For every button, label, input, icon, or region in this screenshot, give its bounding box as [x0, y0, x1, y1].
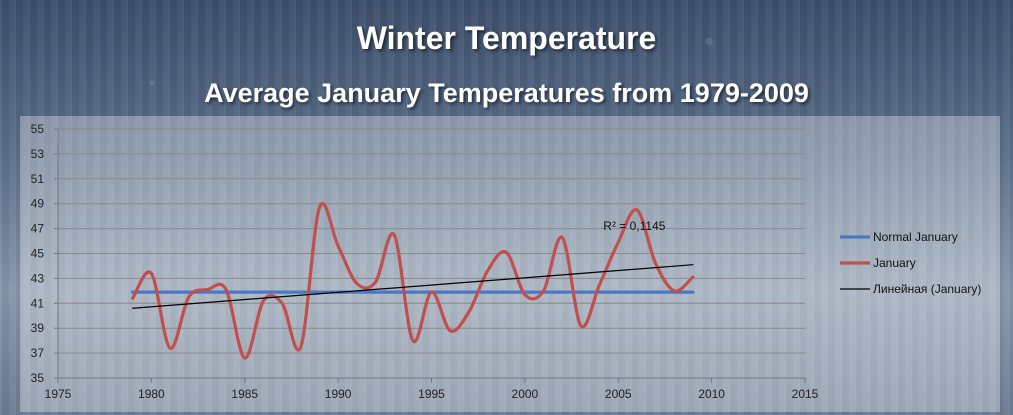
- legend: Normal January January Линейная (January): [840, 230, 981, 296]
- r-squared-label: R² = 0,1145: [603, 219, 665, 233]
- y-tick-label: 37: [31, 346, 45, 360]
- y-tick-label: 39: [31, 321, 45, 335]
- legend-label: Линейная (January): [873, 282, 981, 296]
- y-tick-label: 45: [31, 247, 45, 261]
- y-tick-label: 35: [31, 371, 45, 385]
- x-tick-label: 2010: [698, 387, 725, 401]
- y-tick-label: 53: [31, 147, 45, 161]
- legend-label: Normal January: [873, 230, 958, 244]
- legend-label: January: [873, 256, 916, 270]
- slide-title: Winter Temperature: [356, 20, 657, 56]
- y-tick-label: 47: [31, 222, 45, 236]
- x-tick-label: 1985: [231, 387, 258, 401]
- annotations: R² = 0,1145: [603, 219, 665, 233]
- x-tick-label: 1980: [138, 387, 165, 401]
- linear-trendline: [132, 264, 694, 309]
- y-tick-label: 43: [31, 271, 45, 285]
- x-tick-label: 2005: [605, 387, 632, 401]
- x-tick-label: 2000: [512, 387, 539, 401]
- x-tick-label: 2015: [792, 387, 819, 401]
- january-line: [131, 202, 695, 360]
- y-tick-label: 49: [31, 197, 45, 211]
- x-tick-label: 1995: [418, 387, 445, 401]
- gridlines: [58, 128, 805, 379]
- series-group: [131, 202, 695, 360]
- x-tick-label: 1975: [45, 387, 72, 401]
- y-tick-label: 41: [31, 296, 45, 310]
- y-tick-label: 55: [31, 122, 45, 136]
- axes: 35 37 39 41 43 45 47 49 51 53 55 1975 1980 1985 1990 19…: [31, 122, 819, 401]
- y-tick-label: 51: [31, 172, 45, 186]
- slide-subtitle: Average January Temperatures from 1979-2…: [204, 78, 809, 108]
- plot-area-background: [20, 116, 1000, 412]
- x-tick-label: 1990: [325, 387, 352, 401]
